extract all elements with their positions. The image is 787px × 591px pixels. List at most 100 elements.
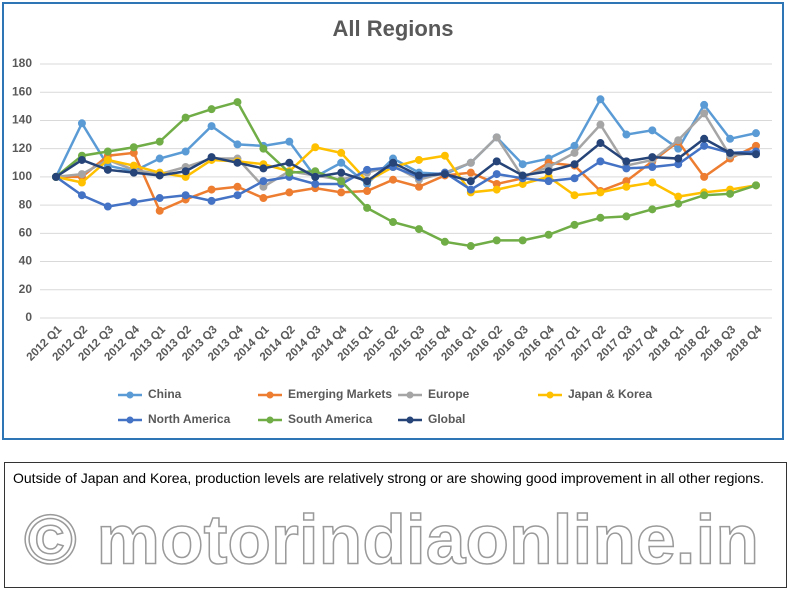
point bbox=[389, 175, 398, 184]
point bbox=[570, 174, 579, 183]
point bbox=[285, 168, 294, 177]
legend-label: Emerging Markets bbox=[288, 387, 392, 401]
point bbox=[233, 98, 242, 107]
point bbox=[648, 205, 657, 214]
point bbox=[492, 133, 501, 142]
point bbox=[492, 185, 501, 194]
point bbox=[233, 182, 242, 191]
y-tick-label: 60 bbox=[19, 226, 33, 240]
point bbox=[259, 194, 268, 203]
point bbox=[466, 177, 475, 186]
point bbox=[155, 206, 164, 215]
point bbox=[181, 147, 190, 156]
point bbox=[259, 164, 268, 173]
point bbox=[622, 182, 631, 191]
point bbox=[389, 218, 398, 227]
point bbox=[570, 148, 579, 157]
point bbox=[570, 191, 579, 200]
point bbox=[77, 170, 86, 179]
point bbox=[674, 199, 683, 208]
point bbox=[363, 177, 372, 186]
point bbox=[622, 157, 631, 166]
point bbox=[363, 187, 372, 195]
y-tick-label: 80 bbox=[19, 197, 33, 211]
point bbox=[207, 196, 216, 205]
legend-label: Japan & Korea bbox=[568, 387, 652, 401]
point bbox=[544, 177, 553, 186]
point bbox=[492, 170, 501, 179]
legend-label: South America bbox=[288, 412, 373, 426]
point bbox=[52, 172, 60, 181]
point bbox=[207, 153, 216, 162]
point bbox=[337, 148, 346, 157]
point bbox=[622, 164, 631, 173]
point bbox=[544, 230, 553, 239]
y-tick-label: 140 bbox=[12, 113, 32, 127]
y-tick-label: 40 bbox=[19, 254, 33, 268]
point bbox=[466, 168, 475, 177]
point bbox=[311, 172, 320, 181]
point bbox=[129, 168, 138, 177]
y-tick-label: 100 bbox=[12, 169, 32, 183]
point bbox=[207, 122, 216, 131]
point bbox=[596, 213, 605, 222]
chart: All Regions 0204060801001201401601802012… bbox=[2, 2, 784, 440]
point bbox=[259, 144, 268, 153]
point bbox=[752, 129, 760, 138]
legend-label: North America bbox=[148, 412, 231, 426]
point bbox=[285, 137, 294, 146]
y-tick-label: 160 bbox=[12, 84, 32, 98]
point bbox=[311, 179, 320, 188]
point bbox=[648, 153, 657, 162]
point bbox=[700, 134, 709, 143]
point bbox=[596, 120, 605, 129]
point bbox=[233, 191, 242, 200]
point bbox=[103, 202, 112, 211]
point bbox=[648, 163, 657, 172]
point bbox=[233, 140, 242, 149]
point bbox=[700, 100, 709, 109]
point bbox=[337, 188, 346, 197]
point bbox=[700, 172, 709, 181]
point bbox=[77, 191, 86, 200]
point bbox=[207, 185, 216, 194]
point bbox=[285, 188, 294, 197]
point bbox=[726, 189, 735, 198]
legend-label: China bbox=[148, 387, 182, 401]
point bbox=[596, 188, 605, 197]
legend-marker bbox=[546, 391, 554, 399]
point bbox=[414, 155, 423, 164]
point bbox=[518, 171, 527, 180]
point bbox=[129, 161, 138, 170]
point bbox=[181, 191, 190, 200]
point bbox=[181, 167, 190, 176]
point bbox=[363, 203, 372, 212]
point bbox=[570, 160, 579, 169]
point bbox=[596, 157, 605, 166]
legend-marker bbox=[266, 391, 274, 399]
point bbox=[337, 158, 346, 167]
point bbox=[155, 137, 164, 146]
point bbox=[674, 136, 683, 145]
point bbox=[700, 141, 709, 150]
point bbox=[155, 154, 164, 163]
y-tick-label: 20 bbox=[19, 282, 33, 296]
point bbox=[363, 165, 372, 174]
point bbox=[103, 165, 112, 174]
legend-marker bbox=[126, 391, 134, 399]
point bbox=[466, 185, 475, 194]
point bbox=[492, 157, 501, 166]
series-line bbox=[55, 100, 757, 248]
point bbox=[77, 119, 86, 128]
series-line bbox=[55, 137, 757, 183]
point bbox=[389, 158, 398, 167]
point bbox=[233, 158, 242, 167]
point bbox=[466, 242, 475, 251]
point bbox=[129, 198, 138, 207]
point bbox=[648, 126, 657, 135]
point bbox=[129, 143, 138, 152]
series-line bbox=[54, 96, 757, 186]
legend-marker bbox=[266, 416, 274, 424]
point bbox=[726, 148, 735, 157]
